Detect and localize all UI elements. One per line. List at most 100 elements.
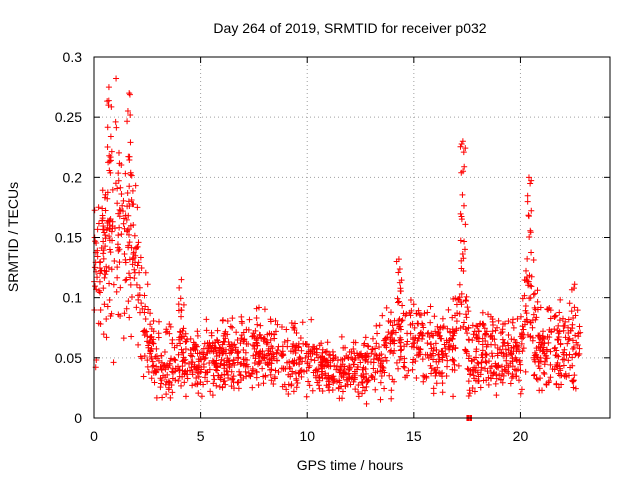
data-point [528, 283, 535, 290]
data-points [91, 75, 584, 421]
data-point [372, 351, 379, 358]
data-point [159, 394, 166, 401]
data-point [253, 305, 260, 312]
data-point [363, 400, 370, 407]
data-point [299, 319, 306, 326]
y-tick-label: 0.1 [63, 290, 83, 306]
data-point [118, 161, 125, 168]
data-point [137, 254, 144, 261]
data-point [424, 340, 431, 347]
data-point [238, 335, 245, 342]
data-point [465, 366, 472, 373]
data-point [575, 333, 582, 340]
data-point [472, 354, 479, 361]
data-point [120, 215, 127, 222]
data-point [541, 358, 548, 365]
data-point [516, 357, 523, 364]
data-point [535, 362, 542, 369]
data-point [445, 343, 452, 350]
data-point [462, 145, 469, 152]
data-point [401, 364, 408, 371]
data-point [125, 298, 132, 305]
data-point [222, 335, 229, 342]
data-point [124, 118, 131, 125]
data-point [133, 304, 140, 311]
data-point [500, 350, 507, 357]
data-point [107, 133, 114, 140]
data-point [138, 300, 145, 307]
data-point [382, 342, 389, 349]
data-point [395, 298, 402, 305]
data-point [235, 378, 242, 385]
data-point [517, 367, 524, 374]
data-point [497, 376, 504, 383]
data-point [557, 341, 564, 348]
data-point [134, 262, 141, 269]
data-point [570, 384, 577, 391]
data-point [211, 344, 218, 351]
data-point [119, 202, 126, 209]
data-point [106, 233, 113, 240]
data-point [102, 207, 109, 214]
data-point [263, 341, 270, 348]
data-point [569, 354, 576, 361]
data-point [407, 321, 414, 328]
data-point [559, 315, 566, 322]
data-point [95, 320, 102, 327]
data-point [178, 313, 185, 320]
data-point [432, 340, 439, 347]
data-point [355, 393, 362, 400]
data-point [396, 265, 403, 272]
data-point [221, 378, 228, 385]
data-point [307, 350, 314, 357]
data-point [184, 375, 191, 382]
data-point [111, 257, 118, 264]
data-point [350, 339, 357, 346]
data-point [494, 324, 501, 331]
data-point [557, 296, 564, 303]
data-point [150, 340, 157, 347]
data-point [439, 389, 446, 396]
data-point [242, 368, 249, 375]
data-point [268, 377, 275, 384]
data-point [104, 124, 111, 131]
data-point [541, 370, 548, 377]
data-point [339, 388, 346, 395]
data-point [545, 339, 552, 346]
data-point [573, 350, 580, 357]
data-point [148, 375, 155, 382]
data-point [230, 373, 237, 380]
data-point [123, 305, 130, 312]
data-point [381, 385, 388, 392]
data-point [520, 345, 527, 352]
data-point [115, 311, 122, 318]
data-point [126, 314, 133, 321]
data-point [105, 264, 112, 271]
data-point [372, 345, 379, 352]
data-point [463, 350, 470, 357]
data-point [479, 347, 486, 354]
data-point [361, 340, 368, 347]
data-point [501, 320, 508, 327]
data-point [229, 324, 236, 331]
data-point [91, 264, 98, 271]
data-point [419, 320, 426, 327]
data-point [142, 316, 149, 323]
data-point [560, 362, 567, 369]
data-point [420, 372, 427, 379]
data-point [536, 339, 543, 346]
data-point [556, 317, 563, 324]
data-point [123, 276, 130, 283]
data-point [333, 378, 340, 385]
data-point [451, 361, 458, 368]
data-point [457, 143, 464, 150]
data-point [164, 371, 171, 378]
data-point [257, 350, 264, 357]
data-point [478, 367, 485, 374]
data-point [547, 315, 554, 322]
data-point [256, 331, 263, 338]
data-point [281, 339, 288, 346]
data-point [303, 367, 310, 374]
data-point [503, 357, 510, 364]
data-point [565, 316, 572, 323]
